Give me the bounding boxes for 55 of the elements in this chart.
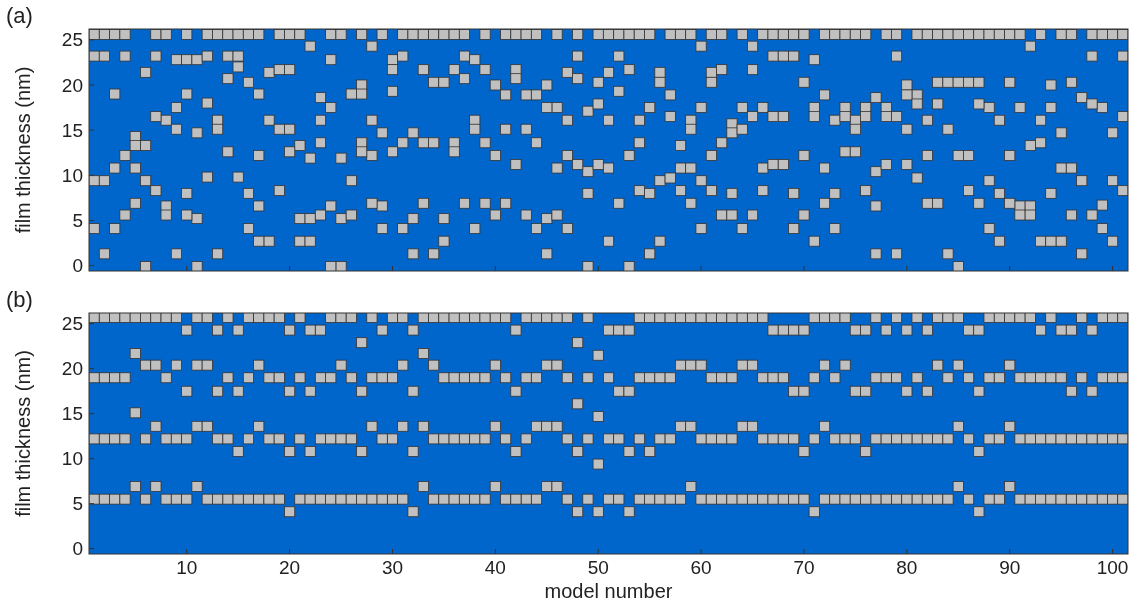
point xyxy=(181,209,193,221)
point xyxy=(1024,209,1036,221)
point xyxy=(602,235,615,247)
point xyxy=(654,235,666,247)
y-tick-label: 5 xyxy=(72,210,83,232)
chart-title: (a) xyxy=(6,3,33,28)
point xyxy=(541,248,553,260)
point xyxy=(726,209,738,221)
x-tick-label: 30 xyxy=(381,557,404,578)
y-tick-label: 0 xyxy=(72,538,83,560)
point xyxy=(386,146,399,158)
y-tick-label: 20 xyxy=(61,358,83,380)
y-axis-title: film thickness (nm) xyxy=(12,350,34,517)
x-tick-label: 90 xyxy=(999,557,1021,578)
y-tick-label: 15 xyxy=(61,403,83,425)
y-tick-label: 0 xyxy=(72,255,83,277)
point xyxy=(469,223,481,234)
point xyxy=(561,223,573,234)
x-tick-label: 70 xyxy=(793,557,815,578)
point xyxy=(140,261,152,271)
point xyxy=(366,197,378,209)
x-axis-title: model number xyxy=(544,580,673,602)
point xyxy=(808,235,820,247)
point xyxy=(1045,235,1057,247)
x-tick-label: 100 xyxy=(1096,557,1129,578)
point xyxy=(901,159,913,170)
chart-title: (b) xyxy=(6,287,33,312)
x-tick-label: 20 xyxy=(279,557,301,578)
point xyxy=(582,261,594,271)
point xyxy=(356,146,368,158)
point xyxy=(705,185,717,197)
x-tick-label: 40 xyxy=(484,557,506,578)
point xyxy=(304,235,316,247)
point xyxy=(746,209,759,221)
point xyxy=(695,223,707,234)
y-tick-label: 20 xyxy=(61,74,83,96)
point xyxy=(253,235,265,247)
x-tick-label: 10 xyxy=(176,557,198,578)
y-axis-title: film thickness (nm) xyxy=(12,66,34,234)
y-tick-label: 5 xyxy=(72,493,83,515)
point xyxy=(170,248,182,260)
point xyxy=(314,209,326,221)
point xyxy=(685,197,697,209)
y-tick-label: 10 xyxy=(61,164,83,186)
point xyxy=(870,248,882,260)
point xyxy=(325,261,337,271)
x-tick-label: 50 xyxy=(587,557,609,578)
x-tick-label: 80 xyxy=(896,557,918,578)
point xyxy=(191,261,203,271)
y-tick-label: 25 xyxy=(61,29,83,51)
y-tick-label: 15 xyxy=(61,119,83,141)
y-tick-label: 25 xyxy=(61,313,83,335)
point xyxy=(129,197,141,209)
x-tick-label: 60 xyxy=(690,557,712,578)
y-tick-label: 10 xyxy=(61,448,83,470)
